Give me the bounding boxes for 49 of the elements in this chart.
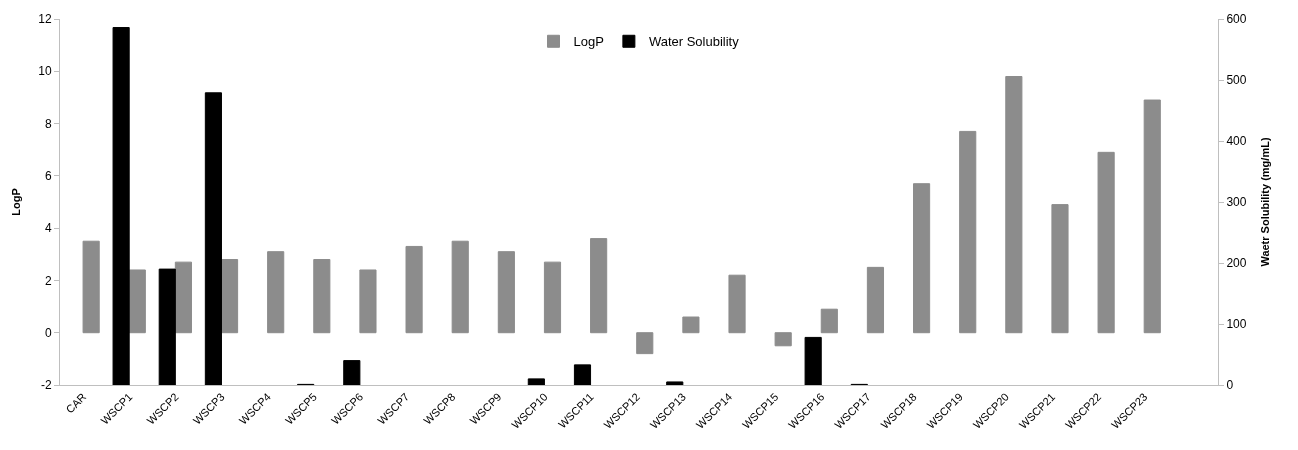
- bar: [866, 266, 885, 334]
- bar: [313, 259, 331, 334]
- y2-tick-label: 600: [1226, 12, 1247, 27]
- bar: [913, 183, 931, 334]
- y-tick-label: 6: [44, 169, 52, 184]
- bar: [220, 259, 239, 334]
- bar: [497, 251, 515, 334]
- bar: [527, 378, 545, 385]
- bar: [590, 238, 608, 334]
- y-tick-label: 0: [44, 325, 52, 340]
- y2-tick-label: 0: [1226, 378, 1234, 393]
- bar: [820, 308, 838, 334]
- bar: [774, 332, 792, 347]
- bar: [267, 251, 285, 334]
- bar: [543, 261, 562, 334]
- bar: [682, 316, 700, 334]
- bar: [636, 332, 654, 355]
- y-tick-label: 4: [44, 221, 52, 236]
- y2-axis-title: Waetr Solubility (mg/mL): [1258, 137, 1271, 267]
- legend-label: LogP: [573, 34, 604, 50]
- bar: [1097, 151, 1115, 334]
- bar: [1051, 204, 1069, 334]
- bar: [405, 245, 423, 334]
- bar: [359, 269, 377, 334]
- bar: [666, 381, 684, 385]
- bar: [728, 274, 746, 334]
- bar: [343, 360, 361, 385]
- y2-tick-label: 200: [1226, 256, 1247, 271]
- bar: [82, 240, 100, 334]
- bar: [1005, 76, 1023, 334]
- y-tick-label: 8: [44, 116, 52, 131]
- y2-tick-label: 400: [1226, 134, 1247, 149]
- y-tick-label: 12: [38, 12, 52, 27]
- bar: [804, 336, 822, 385]
- y2-tick-label: 300: [1226, 195, 1247, 210]
- y2-tick-label: 500: [1226, 73, 1247, 88]
- bar: [959, 130, 977, 334]
- bar: [573, 364, 592, 385]
- y-tick-label: -2: [40, 378, 52, 393]
- bar: [1143, 99, 1161, 334]
- y-axis-title: LogP: [9, 188, 22, 216]
- legend-label: Water Solubility: [648, 34, 740, 50]
- bar: [451, 240, 469, 334]
- bar: [128, 269, 146, 334]
- bar: [204, 92, 222, 385]
- y2-tick-label: 100: [1226, 317, 1247, 332]
- bar: [112, 27, 130, 385]
- y-tick-label: 10: [38, 64, 52, 79]
- y-tick-label: 2: [44, 273, 52, 288]
